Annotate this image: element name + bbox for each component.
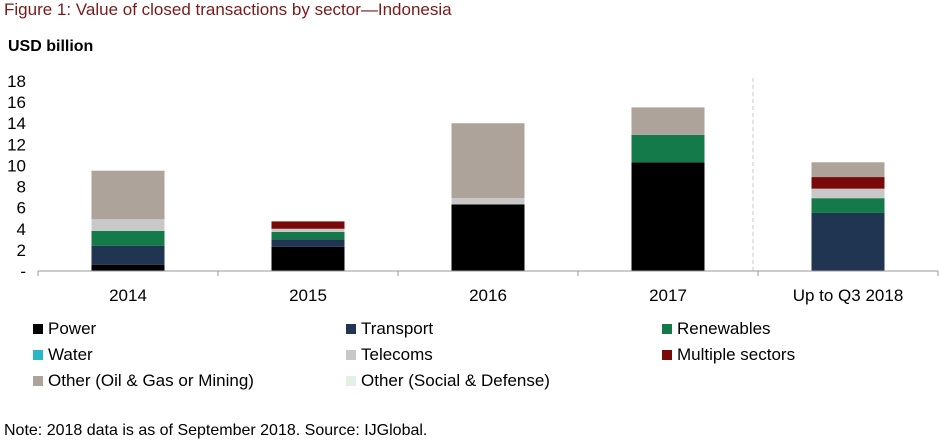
y-tick-label: 18 bbox=[7, 72, 26, 91]
bar-segment bbox=[91, 264, 165, 271]
legend-item: Other (Oil & Gas or Mining) bbox=[33, 371, 254, 391]
bar-segment bbox=[631, 134, 705, 163]
bar-segment bbox=[811, 162, 885, 178]
legend-label: Water bbox=[48, 345, 93, 364]
legend-item: Transport bbox=[346, 319, 433, 339]
x-tick-label: 2017 bbox=[649, 286, 687, 305]
bar-segment bbox=[91, 245, 165, 265]
legend-label: Power bbox=[48, 319, 97, 338]
bar-segment bbox=[271, 239, 345, 247]
legend-item: Multiple sectors bbox=[662, 345, 795, 365]
bar-segment bbox=[91, 230, 165, 246]
x-tick-label: 2015 bbox=[289, 286, 327, 305]
bar-segment bbox=[271, 228, 345, 232]
legend-swatch bbox=[33, 324, 43, 334]
bar-segment bbox=[271, 231, 345, 240]
y-tick-label: 12 bbox=[7, 135, 26, 154]
legend-item: Other (Social & Defense) bbox=[346, 371, 550, 391]
y-tick-label: 8 bbox=[17, 178, 26, 197]
legend-label: Renewables bbox=[677, 319, 771, 338]
legend-label: Other (Oil & Gas or Mining) bbox=[48, 371, 254, 390]
legend-item: Telecoms bbox=[346, 345, 433, 365]
legend-swatch bbox=[33, 350, 43, 360]
stacked-bar-chart: - 2 4 6 8 10 12 14 16 18 2014 2015 2016 2017 Up to Q3 … bbox=[7, 72, 939, 305]
bar-segment bbox=[631, 107, 705, 135]
y-tick-label: - bbox=[20, 262, 26, 281]
y-tick-label: 14 bbox=[7, 114, 26, 133]
bar-segment bbox=[271, 246, 345, 271]
legend-label: Telecoms bbox=[361, 345, 433, 364]
bar-segment bbox=[811, 177, 885, 189]
legend-swatch bbox=[662, 324, 672, 334]
bar-segment bbox=[811, 188, 885, 199]
legend-swatch bbox=[662, 350, 672, 360]
bar-segment bbox=[451, 123, 525, 199]
x-tick-label: Up to Q3 2018 bbox=[793, 286, 904, 305]
legend-swatch bbox=[346, 350, 356, 360]
legend-item: Renewables bbox=[662, 319, 771, 339]
legend-label: Transport bbox=[361, 319, 434, 338]
legend-label: Other (Social & Defense) bbox=[361, 371, 550, 390]
bar-segment bbox=[91, 170, 165, 220]
y-tick-label: 10 bbox=[7, 156, 26, 175]
y-axis-unit-label: USD billion bbox=[8, 38, 94, 55]
y-tick-label: 4 bbox=[17, 220, 26, 239]
bar-segment bbox=[91, 219, 165, 231]
legend-label: Multiple sectors bbox=[677, 345, 796, 364]
legend-swatch bbox=[346, 324, 356, 334]
y-tick-label: 16 bbox=[7, 93, 26, 112]
legend-item: Power bbox=[33, 319, 96, 339]
figure-title: Figure 1: Value of closed transactions b… bbox=[4, 0, 452, 19]
bar-segment bbox=[271, 221, 345, 229]
source-note: Note: 2018 data is as of September 2018.… bbox=[4, 422, 428, 439]
bar-segment bbox=[451, 204, 525, 271]
legend-swatch bbox=[33, 376, 43, 386]
x-tick-label: 2016 bbox=[469, 286, 507, 305]
bar-segment bbox=[631, 162, 705, 271]
bar-segment bbox=[811, 198, 885, 213]
y-tick-label: 2 bbox=[17, 241, 26, 260]
y-tick-label: 6 bbox=[17, 199, 26, 218]
bar-segment bbox=[811, 212, 885, 271]
legend-swatch bbox=[346, 376, 356, 386]
legend-item: Water bbox=[33, 345, 93, 365]
x-tick-label: 2014 bbox=[109, 286, 147, 305]
bar-segment bbox=[451, 198, 525, 205]
